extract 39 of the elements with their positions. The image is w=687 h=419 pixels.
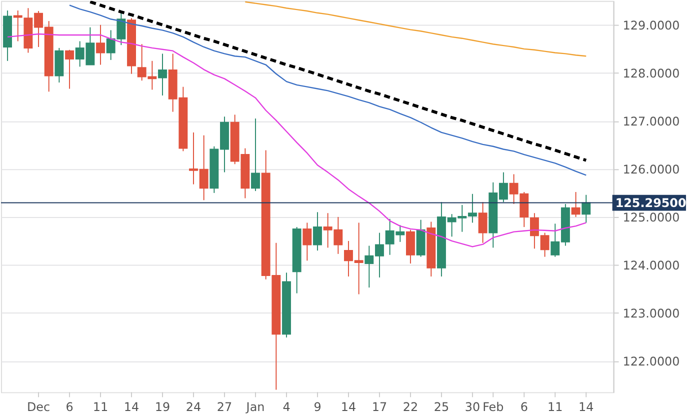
x-tick-label: 22 [402, 400, 418, 414]
candlestick [158, 53, 167, 96]
y-tick-label: 122.0000 [622, 354, 680, 368]
x-tick-label: 30 [464, 400, 480, 414]
x-tick-label: 14 [340, 400, 356, 414]
line-series [244, 1, 587, 57]
x-tick-label: 14 [578, 400, 594, 414]
y-tick-label: 125.0000 [622, 210, 680, 224]
y-tick-label: 126.0000 [622, 162, 680, 176]
candlestick [302, 222, 312, 262]
y-tick-label: 124.0000 [622, 258, 680, 272]
x-tick-label: 6 [66, 400, 74, 414]
x-tick-label: 27 [216, 400, 232, 414]
x-tick-label: 25 [434, 400, 450, 414]
candlestick [65, 49, 74, 90]
x-tick-label: 6 [520, 400, 528, 414]
candlestick [406, 229, 415, 264]
x-tick-label: Jan [245, 400, 265, 414]
x-tick-label: 24 [186, 400, 202, 414]
y-tick-label: 123.0000 [622, 306, 680, 320]
x-tick-label: 4 [282, 400, 290, 414]
candlestick [571, 191, 580, 218]
x-tick-label: Dec [26, 400, 50, 414]
candlestick [251, 118, 260, 192]
candlestick [582, 194, 591, 224]
candlestick [313, 212, 322, 252]
x-tick-label: 9 [314, 400, 322, 414]
x-tick-label: 19 [154, 400, 170, 414]
y-tick-label: 127.0000 [622, 114, 680, 128]
x-tick-label: Feb [482, 400, 504, 414]
y-tick-label: 128.0000 [622, 66, 680, 80]
y-tick-label: 129.0000 [622, 18, 680, 32]
x-tick-label: 14 [124, 400, 140, 414]
x-tick-label: 11 [92, 400, 108, 414]
x-tick-label: 17 [372, 400, 388, 414]
candlestick [478, 202, 488, 244]
ref-line-label: 125.29500 [615, 196, 686, 210]
x-tick-label: 11 [548, 400, 563, 414]
candlestick [96, 24, 105, 66]
